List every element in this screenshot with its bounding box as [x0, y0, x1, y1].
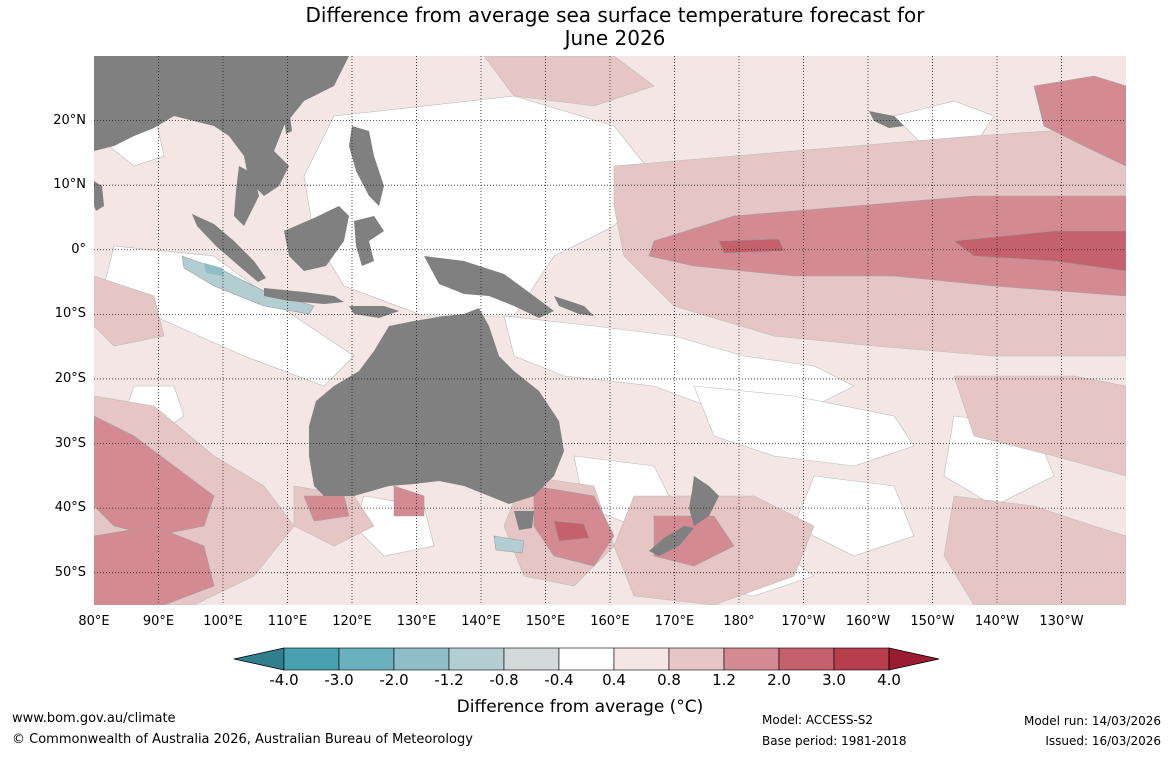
latitude-label: 20°N	[53, 112, 86, 128]
philippines	[349, 126, 384, 206]
longitude-label: 130°W	[1039, 614, 1084, 629]
malay-peninsula	[234, 166, 259, 226]
sst-anomaly-map	[94, 56, 1126, 605]
footer-model-run: Model run: 14/03/2026	[1023, 714, 1161, 728]
colorbar-segment	[558, 647, 615, 671]
colorbar-tick-label: 0.8	[657, 671, 681, 689]
graticule	[94, 56, 1126, 605]
new-guinea	[424, 256, 554, 318]
latitude-label: 20°S	[54, 370, 86, 386]
colorbar-extend-low	[233, 647, 285, 671]
latitude-label: 40°S	[54, 500, 86, 516]
java	[264, 288, 344, 304]
colorbar	[233, 647, 940, 671]
colorbar-tick-label: -2.0	[379, 671, 409, 689]
asia-mainland	[94, 56, 349, 196]
colorbar-segment	[668, 647, 725, 671]
longitude-label: 90°E	[142, 614, 175, 629]
sumatra	[192, 214, 266, 282]
latitude-label: 10°S	[54, 306, 86, 322]
colorbar-extend-high	[888, 647, 940, 671]
warm-areas	[94, 75, 1126, 605]
colorbar-segment	[778, 647, 835, 671]
tasmania	[514, 511, 534, 530]
longitude-label: 100°E	[203, 614, 243, 629]
land-masses	[94, 56, 904, 556]
latitude-label: 50°S	[54, 564, 86, 580]
colorbar-tick-label: -0.4	[544, 671, 574, 689]
colorbar-segment	[393, 647, 450, 671]
australia	[309, 308, 564, 504]
colorbar-segment	[338, 647, 395, 671]
longitude-label: 160°E	[590, 614, 630, 629]
longitude-label: 130°E	[396, 614, 437, 629]
colorbar-segment	[833, 647, 890, 671]
longitude-label: 150°E	[525, 614, 566, 629]
colorbar-tick-label: -1.2	[434, 671, 464, 689]
colorbar-title: Difference from average (°C)	[456, 697, 704, 717]
latitude-label: 0°	[71, 241, 86, 257]
colorbar-segment	[613, 647, 670, 671]
colorbar-tick-label: 2.0	[767, 671, 791, 689]
colorbar-tick-label: -4.0	[269, 671, 299, 689]
longitude-label: 140°E	[461, 614, 501, 629]
longitude-label: 170°W	[781, 614, 826, 629]
colorbar-tick-label: -0.8	[489, 671, 519, 689]
colorbar-tick-label: 1.2	[712, 671, 736, 689]
colorbar-tick-label: -3.0	[324, 671, 354, 689]
lesser-sunda	[349, 306, 399, 318]
footer-issued: Issued: 16/03/2026	[1045, 734, 1161, 748]
cool-anomaly-core	[204, 263, 224, 276]
latitude-label: 10°N	[53, 177, 86, 193]
longitude-label: 160°W	[845, 614, 891, 629]
footer-model: Model: ACCESS-S2	[762, 713, 874, 727]
solomon-islands	[554, 296, 594, 316]
longitude-label: 80°E	[78, 614, 110, 629]
new-zealand-south	[649, 526, 694, 556]
longitude-label: 120°E	[332, 614, 372, 629]
footer-copyright: © Commonwealth of Australia 2026, Austra…	[12, 732, 473, 747]
longitude-label: 140°W	[974, 614, 1020, 629]
title-line-2: June 2026	[564, 26, 666, 50]
longitude-label: 110°E	[267, 614, 308, 629]
longitude-label: 150°W	[910, 614, 955, 629]
colorbar-tick-label: 4.0	[877, 671, 901, 689]
strong-warm-areas	[553, 230, 1126, 542]
longitude-label: 180°	[723, 614, 755, 629]
colorbar-segment	[448, 647, 505, 671]
longitude-label: 170°E	[654, 614, 695, 629]
colorbar-tick-label: 3.0	[822, 671, 846, 689]
borneo	[284, 206, 349, 271]
sulawesi	[354, 216, 384, 266]
footer-url[interactable]: www.bom.gov.au/climate	[12, 711, 176, 726]
new-zealand-north	[689, 476, 719, 526]
footer-base-period: Base period: 1981-2018	[762, 734, 907, 748]
latitude-label: 30°S	[54, 435, 86, 451]
hawaii	[869, 111, 904, 128]
colorbar-segment	[723, 647, 780, 671]
sri-lanka	[94, 181, 104, 211]
colorbar-segment	[503, 647, 560, 671]
colorbar-segment	[283, 647, 340, 671]
colorbar-tick-label: 0.4	[602, 671, 626, 689]
title-line-1: Difference from average sea surface temp…	[305, 3, 925, 27]
chart-title: Difference from average sea surface temp…	[200, 4, 1030, 50]
